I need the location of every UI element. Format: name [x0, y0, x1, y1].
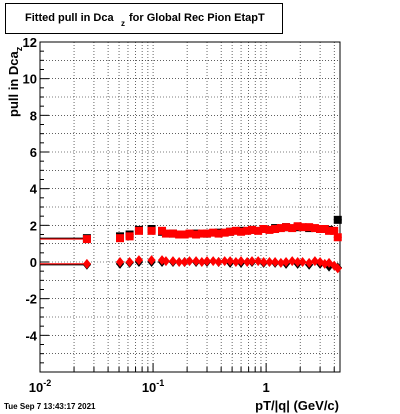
data-point: [125, 232, 134, 241]
title-box: Fitted pull in Dca z for Global Rec Pion…: [5, 3, 283, 34]
data-point: [209, 256, 218, 267]
y-tick-label: 6: [30, 145, 37, 160]
data-point: [168, 256, 177, 267]
data-point: [305, 257, 314, 268]
y-tick-label: -4: [25, 328, 37, 343]
data-point: [134, 226, 143, 235]
x-tick-label: 10-1: [142, 378, 164, 395]
data-point: [125, 257, 134, 267]
data-point: [282, 223, 291, 232]
data-point: [116, 234, 125, 243]
data-point: [305, 223, 314, 232]
data-point: [259, 257, 268, 267]
y-tick-label: 4: [30, 182, 38, 197]
data-point: [231, 257, 240, 267]
series-3: [40, 255, 342, 274]
data-point: [192, 256, 201, 267]
data-point: [214, 257, 223, 267]
series-2: [40, 222, 342, 244]
data-point: [248, 256, 257, 267]
data-point: [197, 257, 206, 267]
y-axis-label: pull in Dcaz: [6, 46, 24, 117]
data-point: [237, 227, 246, 236]
data-point: [116, 257, 125, 267]
title-rest: for Global Rec Pion EtapT: [129, 12, 265, 24]
data-point: [243, 257, 252, 267]
data-point: [237, 256, 246, 267]
y-tick-label: 0: [30, 255, 37, 270]
data-series: [40, 215, 342, 274]
data-point: [288, 256, 297, 267]
x-tick-label: 10-2: [29, 378, 51, 395]
data-point: [134, 255, 143, 266]
data-point: [271, 225, 280, 233]
data-point: [168, 229, 177, 238]
y-tick-label: 2: [30, 218, 37, 233]
data-point: [316, 225, 325, 233]
data-point: [209, 228, 218, 237]
y-tick-labels: 12 10 8 6 4 2 0 -2 -4: [23, 35, 38, 343]
data-point: [293, 257, 302, 267]
data-point: [185, 256, 194, 267]
data-point: [254, 256, 263, 267]
data-point: [82, 258, 91, 269]
title-subscript: z: [121, 19, 125, 28]
data-point: [147, 255, 156, 266]
data-point: [298, 257, 307, 267]
data-point: [276, 224, 285, 233]
data-point: [288, 224, 297, 233]
data-point: [231, 226, 240, 235]
data-point: [220, 228, 229, 237]
data-point: [293, 222, 302, 231]
y-tick-label: 10: [23, 72, 37, 87]
data-point: [271, 257, 280, 267]
y-tick-label: 8: [30, 108, 37, 123]
title-main: Fitted pull in Dca: [25, 12, 114, 24]
grid: [40, 42, 340, 372]
data-point: [265, 225, 274, 234]
data-point: [259, 225, 268, 233]
data-point: [333, 233, 342, 242]
data-point: [82, 235, 91, 244]
y-tick-label: -2: [25, 292, 37, 307]
data-point: [333, 215, 342, 224]
x-tick-label: 1: [263, 380, 270, 395]
data-point: [203, 229, 212, 238]
data-point: [243, 226, 252, 235]
data-point: [147, 226, 156, 235]
data-point: [180, 257, 189, 267]
data-point: [161, 229, 170, 238]
data-point: [248, 225, 257, 234]
data-point: [254, 226, 263, 235]
data-point: [330, 226, 339, 235]
timestamp: Tue Sep 7 13:43:17 2021: [4, 402, 96, 411]
x-axis-label: pT/|q| (GeV/c): [255, 398, 339, 413]
data-point: [214, 229, 223, 238]
data-point: [333, 263, 342, 274]
data-point: [175, 257, 184, 267]
data-point: [298, 223, 307, 232]
data-point: [192, 230, 201, 239]
data-point: [282, 257, 291, 267]
data-point: [310, 256, 319, 267]
data-point: [310, 224, 319, 233]
data-point: [226, 256, 235, 267]
data-point: [325, 226, 334, 235]
data-point: [185, 229, 194, 238]
axis-ticks: [40, 41, 335, 373]
data-point: [226, 227, 235, 236]
data-point: [175, 230, 184, 239]
data-point: [197, 229, 206, 238]
data-point: [265, 257, 274, 267]
data-point: [161, 256, 170, 267]
data-point: [276, 257, 285, 268]
data-point: [180, 230, 189, 239]
data-point: [220, 256, 229, 267]
data-point: [320, 225, 329, 233]
data-point: [203, 256, 212, 267]
x-tick-labels: 10-2 10-1 1: [29, 378, 270, 395]
y-tick-label: 12: [23, 35, 37, 50]
